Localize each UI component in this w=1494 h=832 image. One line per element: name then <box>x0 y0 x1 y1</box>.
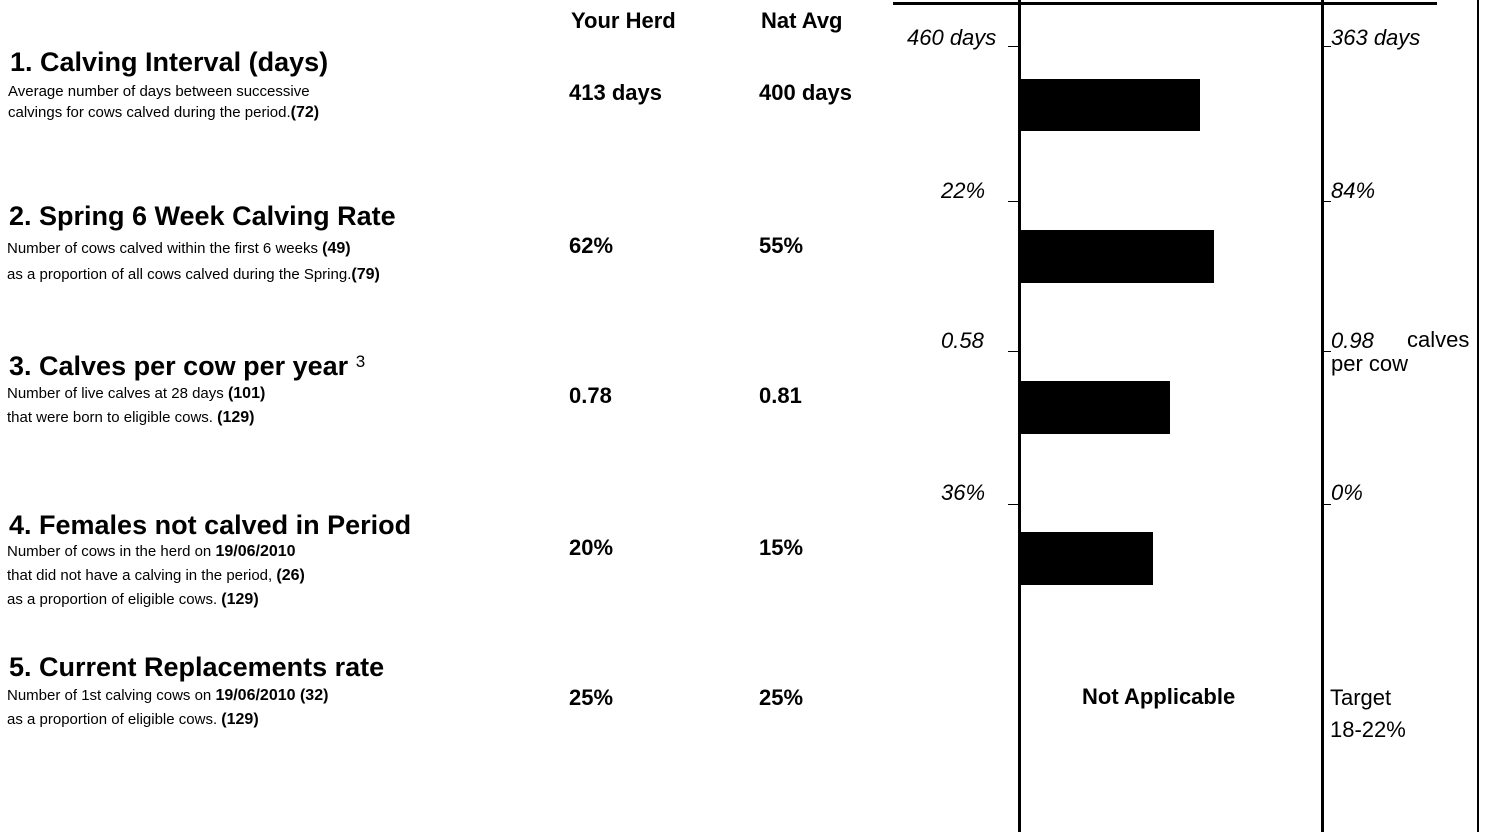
metric-4-desc-line-1: Number of cows in the herd on 19/06/2010 <box>7 543 296 560</box>
metric-3-tick-left <box>1008 351 1019 352</box>
metric-4-tick-right <box>1323 504 1331 505</box>
metric-1-your-herd: 413 days <box>569 80 662 105</box>
metric-4-scale-left: 36% <box>941 480 986 505</box>
metric-3-scale-right-unit-line-2: per cow <box>1331 351 1409 376</box>
metric-3-bar <box>1020 381 1170 434</box>
metric-5-target-label: Target <box>1330 685 1392 710</box>
metric-2-bar <box>1020 230 1214 283</box>
chart-top-border <box>893 2 1437 5</box>
metric-2-desc-line-2: as a proportion of all cows calved durin… <box>7 266 380 283</box>
metric-1-tick-right <box>1323 46 1331 47</box>
metric-4-nat-avg: 15% <box>759 535 804 560</box>
metric-2-tick-left <box>1008 201 1019 202</box>
metric-2-nat-avg: 55% <box>759 233 804 258</box>
metric-4-bar <box>1020 532 1153 585</box>
metric-1-scale-right: 363 days <box>1331 25 1421 50</box>
metric-2-tick-right <box>1323 201 1331 202</box>
metric-3-nat-avg: 0.81 <box>759 383 802 408</box>
metric-2-title: 2. Spring 6 Week Calving Rate <box>9 201 396 231</box>
metric-1-nat-avg: 400 days <box>759 80 852 105</box>
metric-5-title: 5. Current Replacements rate <box>9 652 385 682</box>
metric-5-not-applicable: Not Applicable <box>1082 684 1236 709</box>
metric-2-your-herd: 62% <box>569 233 614 258</box>
metric-4-scale-right: 0% <box>1331 480 1363 505</box>
metric-4-your-herd: 20% <box>569 535 614 560</box>
metric-1-scale-left: 460 days <box>907 25 997 50</box>
metric-3-scale-right: 0.98 <box>1331 328 1374 353</box>
metric-2-scale-right: 84% <box>1331 178 1376 203</box>
chart-left-axis <box>1018 0 1021 832</box>
metric-3-your-herd: 0.78 <box>569 383 612 408</box>
metric-3-title-superscript: 3 <box>355 352 366 371</box>
metric-4-title: 4. Females not calved in Period <box>9 510 412 540</box>
page-right-border <box>1477 0 1479 832</box>
metric-3-tick-right <box>1323 351 1331 352</box>
metric-5-nat-avg: 25% <box>759 685 804 710</box>
header-your-herd: Your Herd <box>571 8 676 33</box>
metric-1-title: 1. Calving Interval (days) <box>10 47 329 77</box>
metric-2-desc-line-1: Number of cows calved within the first 6… <box>7 240 351 257</box>
metric-3-scale-left: 0.58 <box>941 328 984 353</box>
metric-5-desc-line-1: Number of 1st calving cows on 19/06/2010… <box>7 687 329 704</box>
metric-1-desc-line-1: Average number of days between successiv… <box>8 83 310 100</box>
metric-2-scale-left: 22% <box>941 178 986 203</box>
metric-4-desc-line-2: that did not have a calving in the perio… <box>7 567 305 584</box>
metric-1-bar <box>1020 79 1200 131</box>
metric-3-title: 3. Calves per cow per year 3 <box>9 351 366 381</box>
metric-5-target-range: 18-22% <box>1330 717 1406 742</box>
metric-5-your-herd: 25% <box>569 685 614 710</box>
metric-5-desc-line-2: as a proportion of eligible cows. (129) <box>7 711 259 728</box>
metric-4-desc-line-3: as a proportion of eligible cows. (129) <box>7 591 259 608</box>
chart-right-axis <box>1321 0 1324 832</box>
metric-1-desc-line-2: calvings for cows calved during the peri… <box>8 104 320 121</box>
metric-3-scale-right-unit: calves <box>1407 327 1470 352</box>
metric-3-desc-line-2: that were born to eligible cows. (129) <box>7 409 255 426</box>
header-nat-avg: Nat Avg <box>761 8 843 33</box>
metric-4-tick-left <box>1008 504 1019 505</box>
metric-1-tick-left <box>1008 46 1019 47</box>
metric-3-desc-line-1: Number of live calves at 28 days (101) <box>7 385 266 402</box>
